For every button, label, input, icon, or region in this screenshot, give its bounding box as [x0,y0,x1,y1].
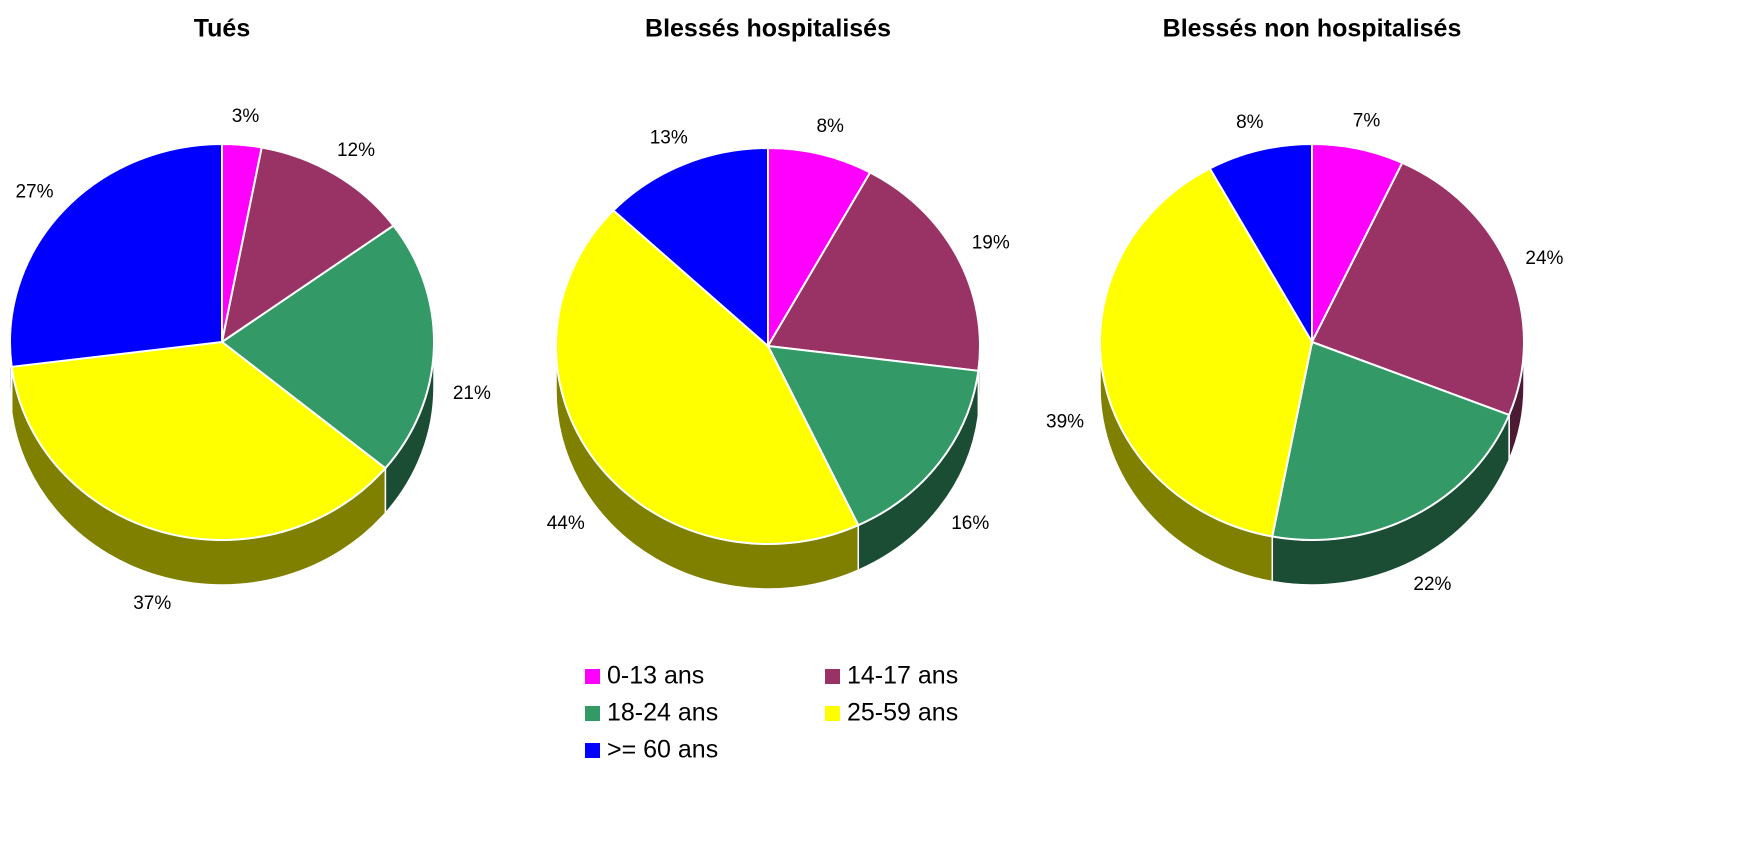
slice [1208,142,1313,346]
legend-swatch [825,669,840,684]
slice [1310,161,1525,417]
slice [220,224,435,470]
data-label: 16% [951,513,989,534]
data-label: 39% [1046,411,1084,432]
legend-label: >= 60 ans [607,736,718,764]
data-label: 27% [15,182,53,203]
slice [766,171,981,372]
legend-label: 18-24 ans [607,699,718,727]
data-label: 21% [453,383,491,404]
slice [220,146,395,345]
data-label: 44% [547,513,585,534]
slice [766,344,980,527]
chart-title: Blessés non hospitalisés [1163,15,1462,43]
legend-swatch [585,743,600,758]
legend-label: 0-13 ans [607,662,704,690]
legend-label: 25-59 ans [847,699,958,727]
chart-title: Blessés hospitalisés [645,15,891,43]
slice [611,146,769,349]
slice [10,340,387,541]
data-label: 19% [972,232,1010,253]
data-label: 7% [1353,110,1381,131]
legend-swatch [585,669,600,684]
data-label: 12% [337,140,375,161]
data-label: 24% [1525,248,1563,269]
data-label: 8% [1236,112,1264,133]
chart-title: Tués [194,15,251,43]
legend-swatch [825,706,840,721]
data-label: 37% [133,593,171,614]
slice [9,142,223,368]
slice [555,209,860,545]
data-label: 22% [1413,574,1451,595]
slice [1099,167,1314,538]
legend-label: 14-17 ans [847,662,958,690]
legend-swatch [585,706,600,721]
data-label: 13% [650,128,688,149]
data-label: 3% [232,106,260,127]
slice [1271,340,1511,541]
data-label: 8% [816,116,844,137]
slice [767,146,872,350]
